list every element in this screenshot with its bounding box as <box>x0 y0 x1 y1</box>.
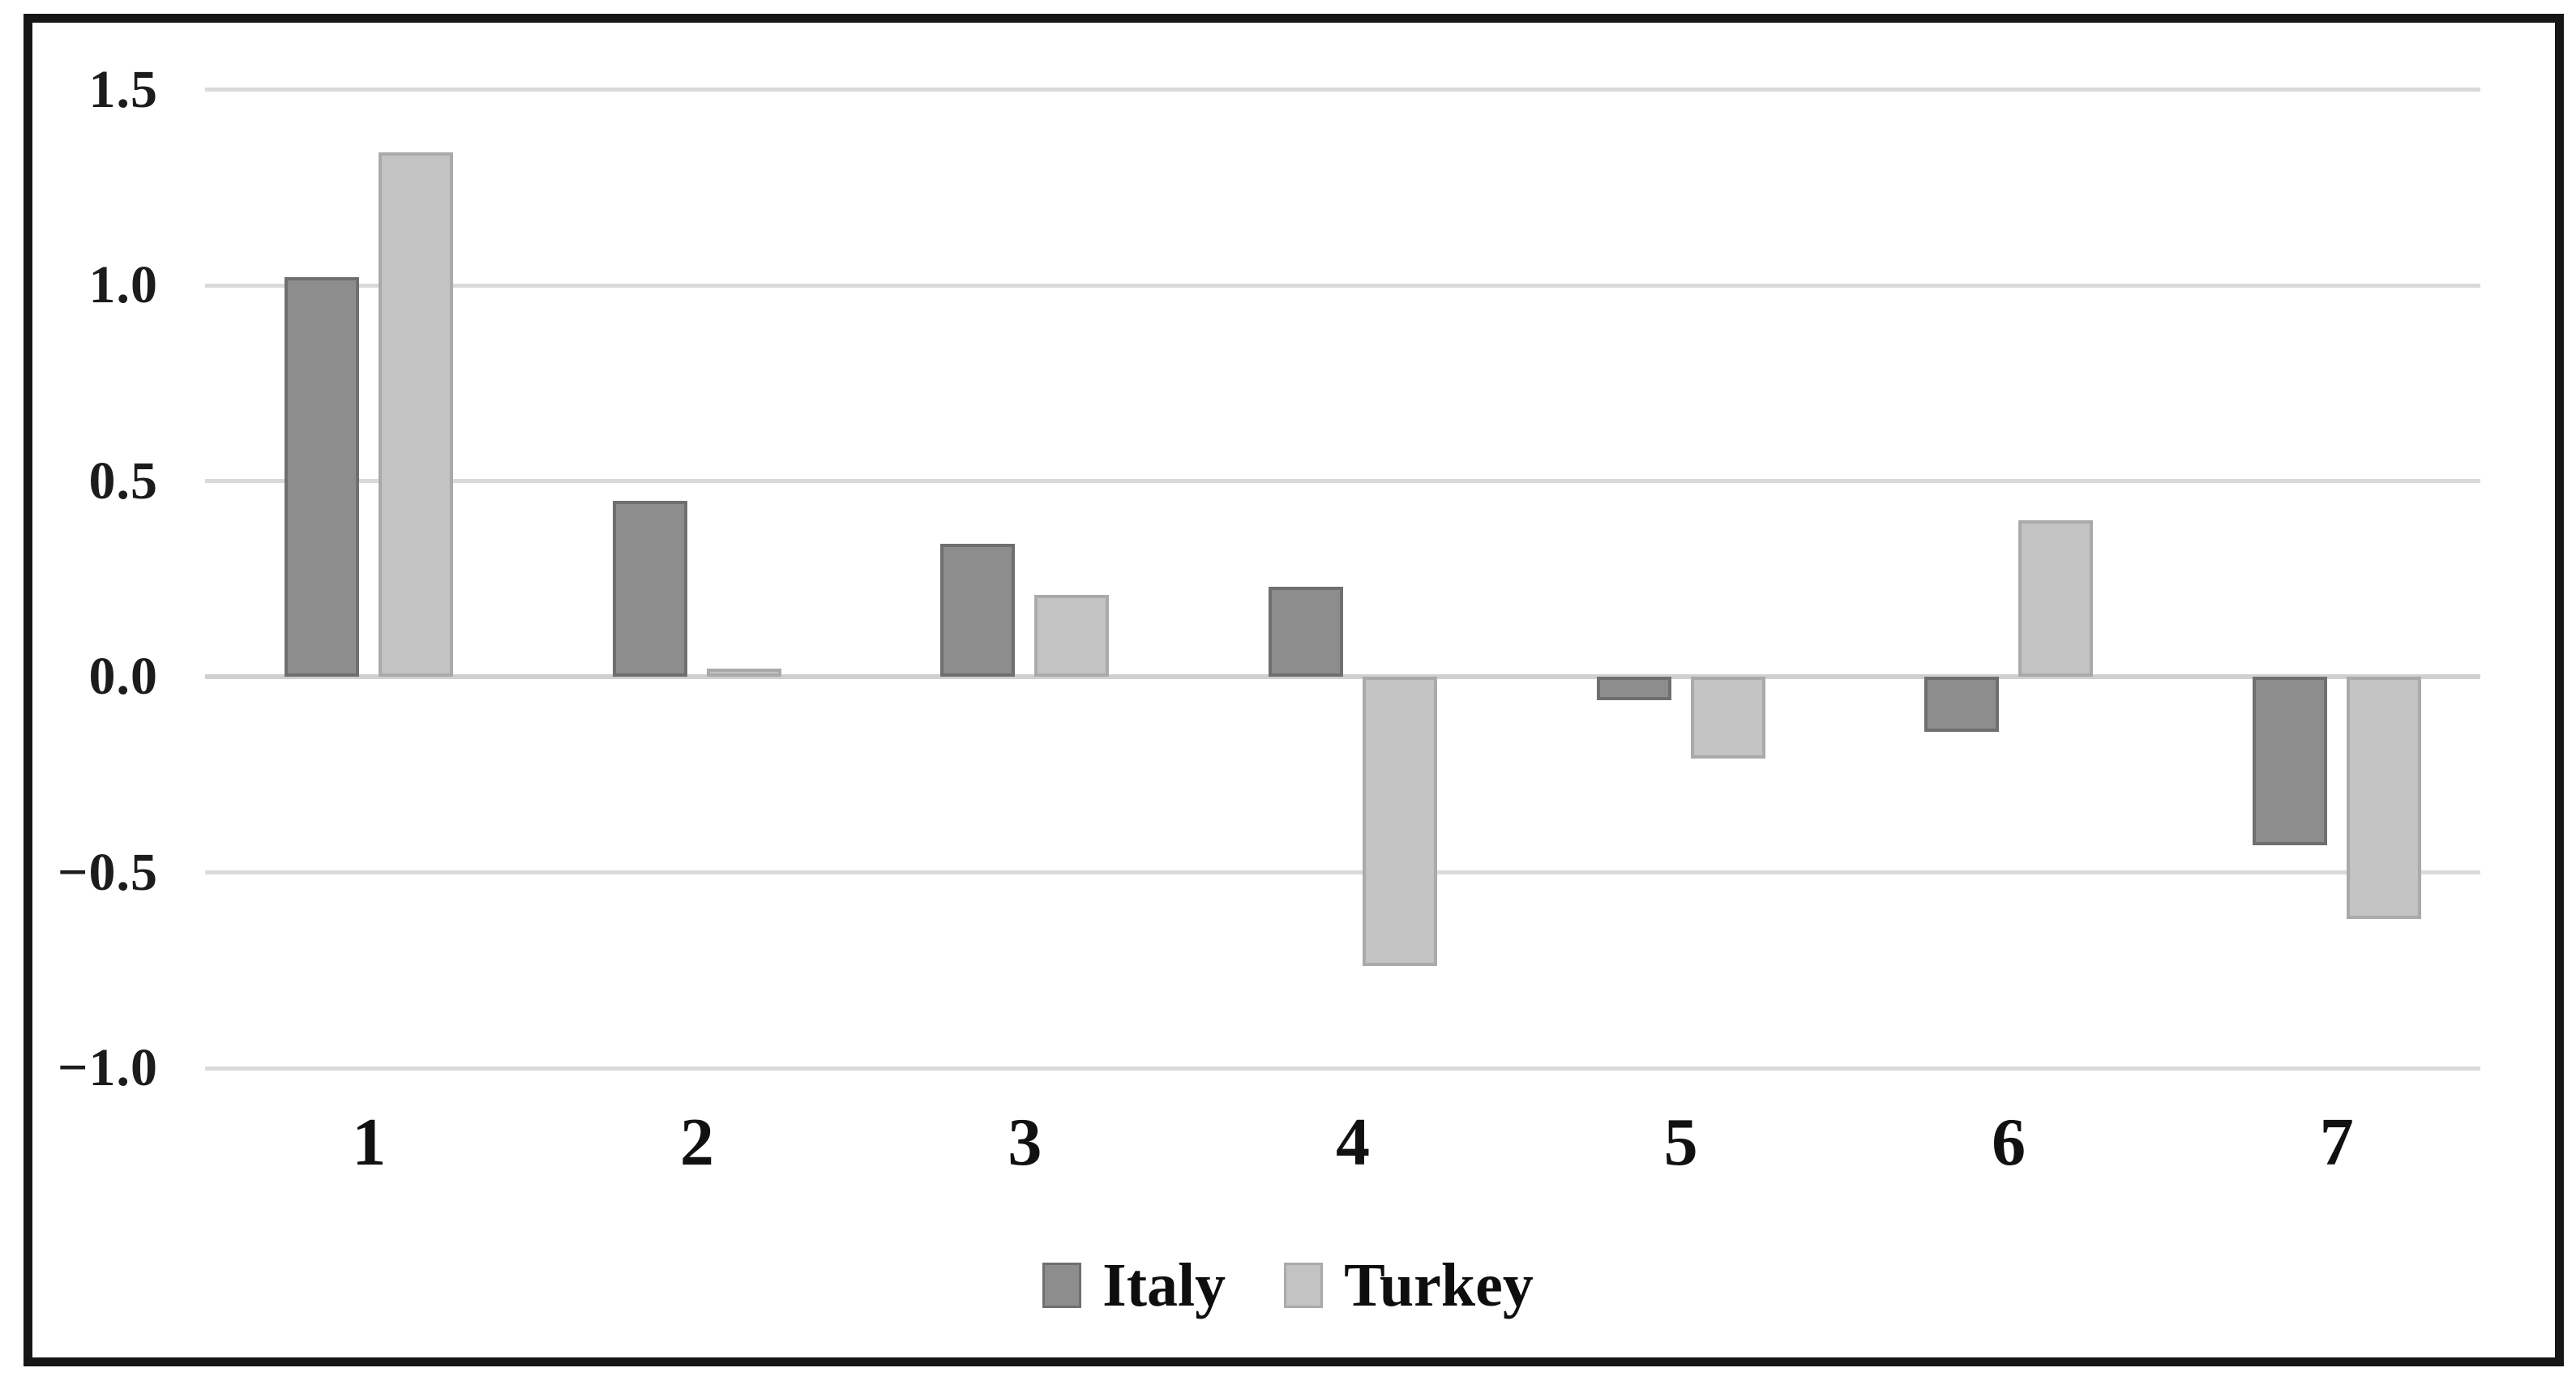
x-tick-label-5: 5 <box>1663 1105 1698 1180</box>
gridline <box>205 479 2480 483</box>
y-tick-label: −0.5 <box>57 842 158 902</box>
bar-turkey-3 <box>1034 594 1110 677</box>
bar-italy-2 <box>612 500 687 677</box>
bar-italy-1 <box>285 277 360 677</box>
x-tick-label-1: 1 <box>352 1105 387 1180</box>
legend-label-italy: Italy <box>1102 1251 1226 1319</box>
bar-italy-6 <box>1924 677 2000 732</box>
x-tick-label-6: 6 <box>1992 1105 2026 1180</box>
bar-italy-7 <box>2252 677 2327 845</box>
y-tick-label: 1.5 <box>88 59 158 119</box>
bar-turkey-7 <box>2346 677 2421 920</box>
legend-swatch-italy <box>1042 1263 1082 1308</box>
x-tick-label-4: 4 <box>1336 1105 1370 1180</box>
y-tick-label: 0.5 <box>88 451 158 511</box>
legend: Italy Turkey <box>0 1255 2576 1316</box>
legend-item-turkey: Turkey <box>1284 1255 1534 1316</box>
bar-turkey-5 <box>1690 677 1765 759</box>
x-tick-label-3: 3 <box>1008 1105 1042 1180</box>
bar-italy-3 <box>940 543 1016 677</box>
gridline <box>205 283 2480 288</box>
legend-swatch-turkey <box>1284 1263 1324 1308</box>
legend-item-italy: Italy <box>1042 1255 1226 1316</box>
bar-turkey-2 <box>706 669 781 677</box>
bar-italy-4 <box>1269 586 1343 677</box>
gridline <box>205 1066 2480 1071</box>
legend-label-turkey: Turkey <box>1344 1251 1534 1319</box>
gridline <box>205 870 2480 874</box>
bar-italy-5 <box>1596 677 1671 700</box>
bar-turkey-1 <box>379 152 454 677</box>
x-tick-label-7: 7 <box>2319 1105 2354 1180</box>
zero-gridline <box>205 674 2480 679</box>
gridline <box>205 88 2480 92</box>
bar-turkey-6 <box>2018 519 2094 677</box>
y-tick-label: −1.0 <box>57 1038 158 1097</box>
y-tick-label: 1.0 <box>88 255 158 314</box>
bar-turkey-4 <box>1363 677 1437 967</box>
y-tick-label: 0.0 <box>88 647 158 706</box>
x-tick-label-2: 2 <box>679 1105 714 1180</box>
